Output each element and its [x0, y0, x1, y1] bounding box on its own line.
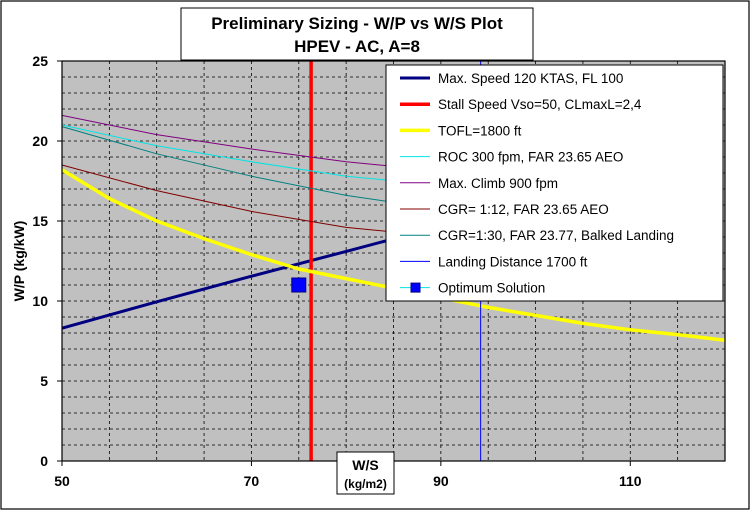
legend-swatch-marker	[410, 282, 421, 293]
x-tick-label: 90	[433, 473, 449, 489]
series-line-6	[61, 126, 413, 206]
legend-entry-label: Stall Speed Vso=50, CLmaxL=2,4	[438, 97, 642, 112]
legend-entry-label: CGR=1:30, FAR 23.77, Balked Landing	[438, 228, 674, 243]
legend-entry-label: ROC 300 fpm, FAR 23.65 AEO	[438, 150, 623, 165]
chart-subtitle: HPEV - AC, A=8	[294, 37, 420, 56]
x-tick-label: 50	[54, 473, 70, 489]
x-tick-label: 70	[244, 473, 260, 489]
y-axis-label: W/P (kg/kW)	[11, 221, 27, 302]
x-axis-unit: (kg/m2)	[344, 477, 387, 491]
legend-entry-label: Max. Climb 900 fpm	[438, 176, 558, 191]
y-tick-label: 25	[32, 53, 48, 69]
legend-entry-label: Optimum Solution	[438, 281, 545, 296]
x-tick-label: 110	[619, 473, 642, 489]
y-tick-label: 0	[40, 453, 48, 469]
legend-box	[385, 64, 724, 302]
legend-entry-label: Max. Speed 120 KTAS, FL 100	[438, 71, 623, 86]
series-line-3	[61, 124, 413, 184]
series-line-4	[61, 114, 413, 169]
y-tick-label: 20	[32, 133, 48, 149]
legend-entry-label: Landing Distance 1700 ft	[438, 254, 588, 269]
legend-entry-label: TOFL=1800 ft	[438, 123, 522, 138]
y-tick-label: 10	[32, 293, 48, 309]
y-tick-label: 5	[40, 373, 48, 389]
x-axis-label: W/S	[352, 457, 378, 473]
chart-title: Preliminary Sizing - W/P vs W/S Plot	[211, 14, 503, 33]
optimum-solution-point	[291, 277, 307, 293]
legend-entry-label: CGR= 1:12, FAR 23.65 AEO	[438, 202, 609, 217]
series-line-0	[61, 232, 413, 330]
x-axis-label-box	[336, 451, 395, 495]
title-box	[180, 7, 534, 61]
series-line-5	[61, 164, 413, 235]
y-tick-label: 15	[32, 213, 48, 229]
